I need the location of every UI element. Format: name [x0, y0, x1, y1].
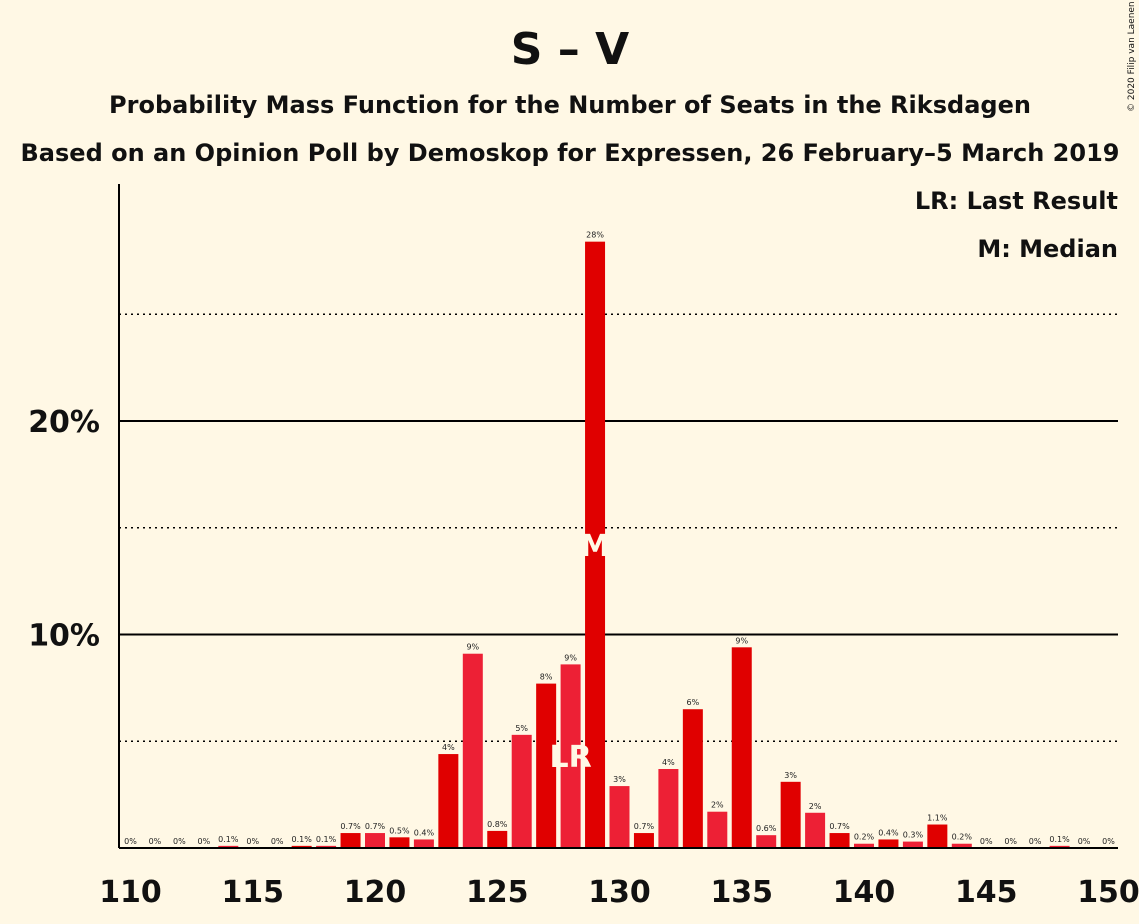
bar-135 — [731, 647, 752, 848]
markers: LR M — [549, 529, 609, 775]
bar-117 — [291, 845, 312, 848]
bar-label-115: 0% — [246, 837, 259, 846]
bar-133 — [682, 709, 703, 848]
bar-141 — [878, 839, 899, 848]
bar-label-128: 9% — [564, 653, 577, 662]
bar-label-142: 0.3% — [903, 831, 924, 840]
bar-134 — [707, 811, 728, 848]
bar-124 — [462, 653, 483, 848]
bar-label-141: 0.4% — [878, 828, 899, 837]
bar-label-114: 0.1% — [218, 835, 239, 844]
bar-144 — [951, 843, 972, 848]
bar-label-112: 0% — [173, 837, 186, 846]
bar-label-111: 0% — [149, 837, 162, 846]
bar-label-132: 4% — [662, 758, 675, 767]
x-tick-140: 140 — [833, 875, 896, 910]
bar-122 — [413, 839, 434, 848]
bar-label-137: 3% — [784, 771, 797, 780]
bar-label-113: 0% — [197, 837, 210, 846]
bar-139 — [829, 833, 850, 848]
y-tick-labels: 10% 20% — [28, 405, 100, 654]
bar-label-139: 0.7% — [829, 822, 850, 831]
bar-label-138: 2% — [809, 802, 822, 811]
bar-121 — [389, 837, 410, 848]
bar-120 — [365, 833, 385, 848]
bar-label-150: 0% — [1102, 837, 1115, 846]
bar-label-125: 0.8% — [487, 820, 508, 829]
x-tick-130: 130 — [588, 875, 651, 910]
bar-label-135: 9% — [735, 636, 748, 645]
bar-127 — [536, 683, 557, 848]
x-tick-135: 135 — [710, 875, 773, 910]
x-tick-150: 150 — [1077, 875, 1139, 910]
bar-label-121: 0.5% — [389, 826, 410, 835]
chart-title: S – V — [511, 24, 629, 75]
bar-label-118: 0.1% — [316, 835, 337, 844]
bar-label-129: 28% — [586, 231, 604, 240]
bar-label-140: 0.2% — [854, 833, 875, 842]
bar-label-143: 1.1% — [927, 814, 948, 823]
bar-142 — [902, 841, 923, 848]
bar-label-133: 6% — [686, 698, 699, 707]
bar-119 — [340, 833, 361, 848]
legend-median: M: Median — [977, 235, 1118, 263]
bar-label-127: 8% — [540, 673, 553, 682]
bars — [218, 241, 1070, 848]
x-tick-115: 115 — [221, 875, 284, 910]
bar-143 — [927, 824, 948, 848]
bar-148 — [1049, 845, 1070, 848]
bar-136 — [756, 835, 777, 848]
bar-labels: 0% 0% 0% 0% 0.1% 0% 0% 0.1% 0.1%0.7% 0.7% 0.5% 0.4%… — [124, 231, 1115, 846]
chart-subtitle: Probability Mass Function for the Number… — [109, 91, 1031, 119]
x-tick-125: 125 — [466, 875, 529, 910]
bar-label-144: 0.2% — [952, 833, 973, 842]
gridlines — [119, 313, 1118, 742]
bar-label-123: 4% — [442, 743, 455, 752]
bar-label-124: 9% — [466, 643, 479, 652]
x-tick-110: 110 — [99, 875, 162, 910]
bar-130 — [609, 786, 630, 848]
bar-label-126: 5% — [515, 724, 528, 733]
last-result-marker: LR — [549, 740, 591, 775]
bar-label-120: 0.7% — [365, 822, 386, 831]
bar-label-134: 2% — [711, 801, 724, 810]
bar-137 — [780, 781, 801, 848]
x-tick-labels: 110 115 120 125 130 135 140 145 150 — [99, 875, 1139, 910]
bar-118 — [316, 845, 337, 848]
axes — [118, 184, 1118, 849]
legend-last-result: LR: Last Result — [915, 187, 1118, 215]
y-tick-10: 10% — [28, 619, 100, 654]
bar-label-148: 0.1% — [1049, 835, 1070, 844]
bar-128 — [560, 664, 581, 848]
bar-125 — [487, 830, 508, 848]
bar-129 — [585, 241, 606, 848]
bar-138 — [805, 812, 826, 848]
chart-subtitle-2: Based on an Opinion Poll by Demoskop for… — [21, 139, 1120, 167]
bar-label-136: 0.6% — [756, 824, 777, 833]
y-tick-20: 20% — [28, 405, 100, 440]
bar-label-122: 0.4% — [414, 828, 435, 837]
bar-label-146: 0% — [1004, 837, 1017, 846]
bar-label-130: 3% — [613, 775, 626, 784]
bar-label-116: 0% — [271, 837, 284, 846]
bar-132 — [658, 769, 679, 848]
bar-label-149: 0% — [1078, 837, 1091, 846]
copyright: © 2020 Filip van Laenen — [1127, 1, 1137, 112]
bar-126 — [511, 734, 532, 848]
bar-140 — [854, 843, 874, 848]
bar-label-110: 0% — [124, 837, 137, 846]
bar-123 — [438, 754, 459, 848]
bar-label-117: 0.1% — [291, 835, 312, 844]
x-tick-145: 145 — [955, 875, 1018, 910]
bar-label-147: 0% — [1029, 837, 1042, 846]
bar-131 — [633, 833, 654, 848]
bar-114 — [218, 845, 239, 848]
median-marker: M — [580, 529, 610, 564]
x-tick-120: 120 — [344, 875, 407, 910]
bar-label-119: 0.7% — [340, 822, 361, 831]
bar-label-131: 0.7% — [634, 822, 655, 831]
bar-label-145: 0% — [980, 837, 993, 846]
